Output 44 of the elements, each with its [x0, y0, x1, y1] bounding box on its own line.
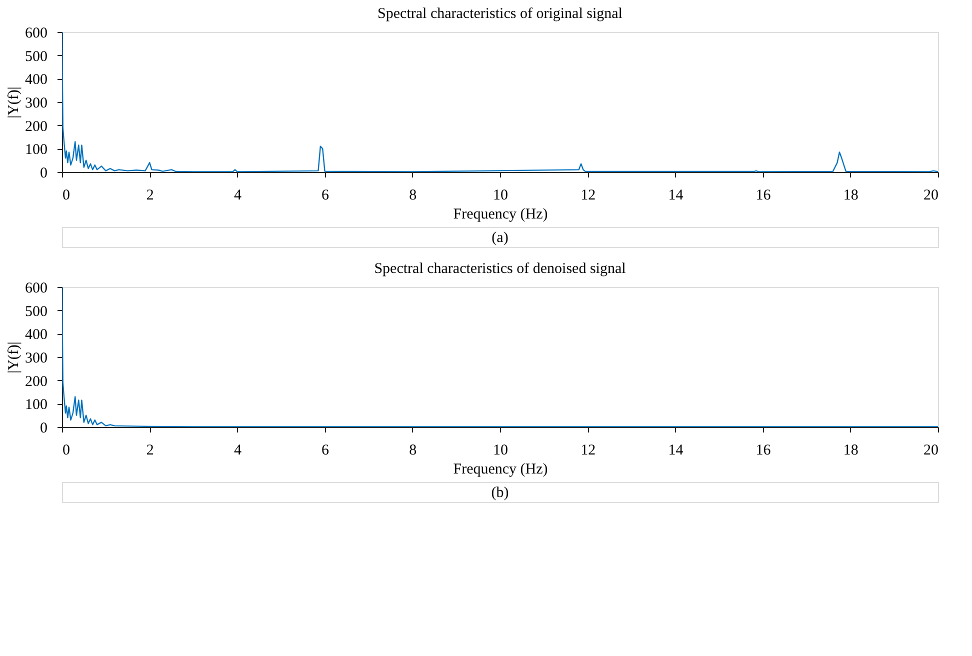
y-tick-label: 500: [25, 304, 48, 320]
text: (b): [491, 485, 509, 501]
x-tick-label: 18: [843, 188, 858, 204]
x-tick-label: 10: [493, 442, 508, 458]
x-tick-label: 0: [62, 188, 70, 204]
y-tick-label: 100: [25, 397, 48, 414]
x-tick-label: 4: [234, 442, 242, 458]
x-axis-title: Frequency (Hz): [453, 462, 548, 478]
y-tick-label: 200: [25, 118, 48, 135]
y-tick-label: 200: [25, 374, 48, 390]
x-tick-label: 6: [322, 442, 330, 458]
y-axis-title: |Y(f)|: [6, 86, 22, 118]
y-tick-label: 500: [25, 48, 48, 65]
y-tick-label: 300: [25, 350, 48, 366]
chart-title: Spectral characteristics of original signal: [378, 6, 622, 22]
x-tick-label: 12: [580, 442, 596, 458]
x-tick-label: 8: [409, 442, 417, 458]
x-tick-label: 2: [146, 442, 154, 458]
x-tick-label: 20: [924, 442, 938, 458]
x-tick-label: 10: [493, 188, 508, 204]
text: (a): [492, 230, 508, 246]
y-tick-label: 400: [25, 72, 48, 88]
x-tick-label: 8: [409, 188, 417, 204]
x-tick-label: 0: [62, 442, 70, 458]
x-axis-title: Frequency (Hz): [453, 206, 548, 222]
y-axis-title: |Y(f)|: [6, 342, 22, 374]
x-tick-label: 14: [668, 442, 684, 458]
y-tick-label: 0: [40, 420, 48, 436]
y-tick-label: 100: [25, 142, 48, 158]
y-tick-label: 400: [25, 327, 48, 344]
x-tick-label: 18: [843, 442, 858, 458]
x-tick-label: 6: [322, 188, 330, 204]
y-tick-label: 600: [25, 26, 48, 42]
chart-title: Spectral characteristics of denoised signal: [374, 261, 626, 277]
y-tick-label: 600: [25, 280, 48, 296]
y-tick-label: 0: [40, 166, 48, 182]
x-tick-label: 16: [756, 442, 772, 458]
x-tick-label: 2: [146, 188, 154, 204]
x-tick-label: 16: [756, 188, 772, 204]
x-tick-label: 4: [234, 188, 242, 204]
x-tick-label: 14: [668, 188, 684, 204]
x-tick-label: 12: [580, 188, 596, 204]
x-tick-label: 20: [924, 188, 938, 204]
y-tick-label: 300: [25, 96, 48, 112]
